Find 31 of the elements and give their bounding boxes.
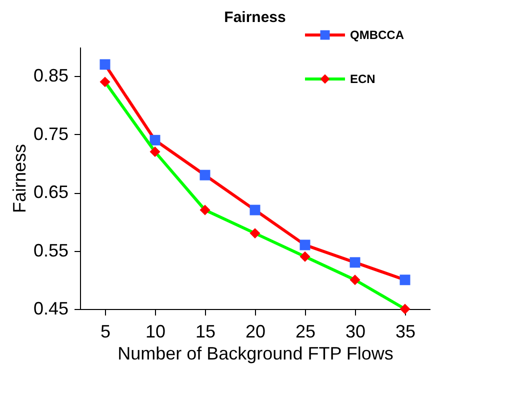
x-tick-label: 10 [145, 322, 166, 342]
point [300, 240, 310, 250]
point [100, 59, 110, 70]
point [150, 134, 160, 146]
x-tick-label: 15 [195, 322, 216, 342]
x-tick-label: 35 [395, 322, 416, 342]
point [100, 76, 110, 88]
y-tick-label: 0.85 [33, 66, 68, 86]
point [200, 170, 210, 180]
point [350, 257, 360, 268]
legend-label: QMBCCA [350, 28, 404, 42]
legend-label: ECN [350, 72, 376, 86]
x-tick-label: 20 [245, 322, 266, 342]
point [300, 251, 310, 262]
y-tick-label: 0.65 [33, 182, 68, 202]
point [250, 228, 260, 239]
y-axis-title: Fairness [9, 144, 30, 214]
x-axis-title: Number of Background FTP Flows [118, 344, 394, 364]
point [250, 204, 260, 216]
point [400, 274, 410, 286]
point [350, 274, 360, 286]
y-tick-label: 0.75 [33, 124, 68, 144]
y-tick-label: 0.55 [33, 240, 68, 260]
y-tick-label: 0.45 [33, 298, 68, 318]
point [200, 204, 210, 216]
chart-title: Fairness [224, 9, 286, 26]
x-tick-label: 30 [345, 322, 366, 342]
point [400, 304, 410, 314]
x-tick-label: 5 [100, 322, 111, 342]
point [150, 146, 160, 158]
x-tick-label: 25 [295, 322, 316, 342]
